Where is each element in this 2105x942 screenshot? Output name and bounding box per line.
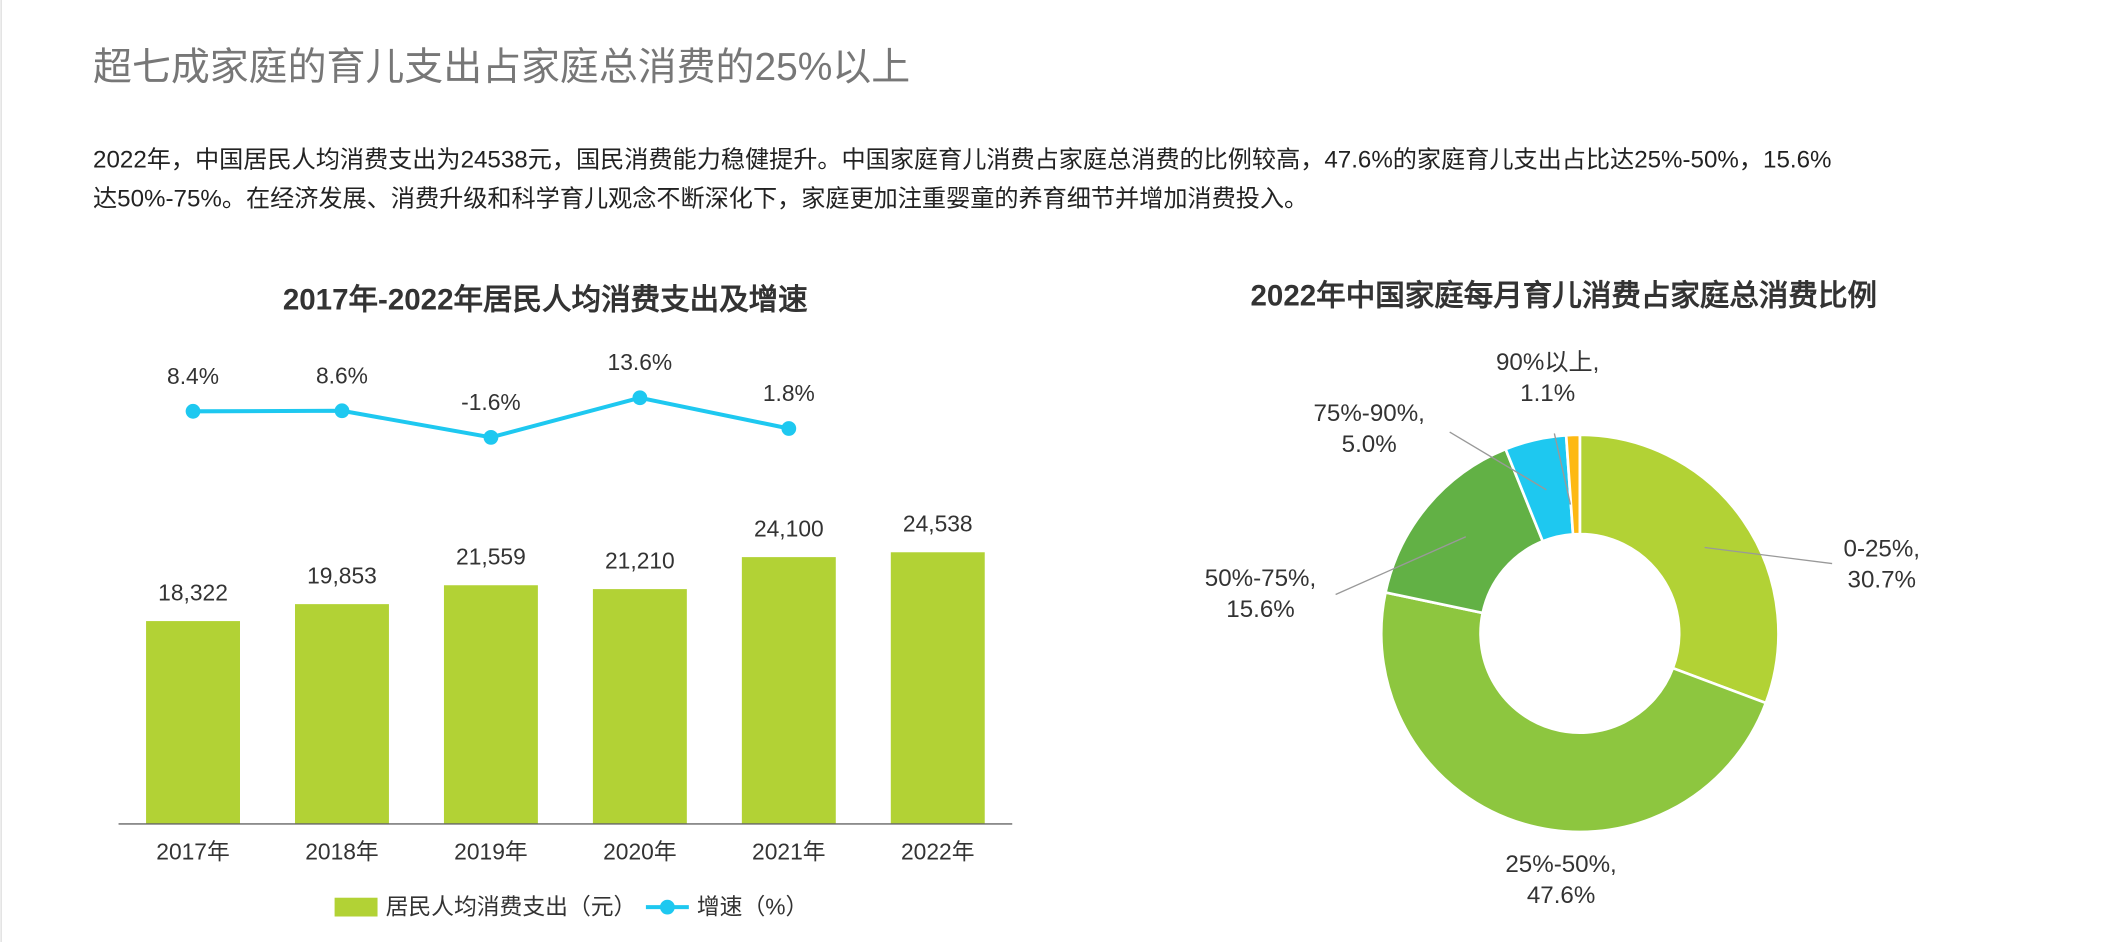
slice-value: 30.7% (1848, 566, 1916, 593)
body-text: 达50%-75%。在经济发展、消费升级和科学育儿观念不断深化下，家庭更加注重婴童… (93, 185, 1308, 212)
slice-label: 25%-50%, (1505, 851, 1616, 878)
bar (592, 589, 687, 824)
slice-value: 1.1% (1520, 380, 1575, 407)
bar (146, 621, 240, 824)
legend-label: 增速（%） (697, 893, 808, 919)
bar-label: 24,100 (754, 515, 824, 541)
legend-swatch (660, 899, 675, 915)
bar-label: 19,853 (307, 562, 377, 588)
x-tick-label: 2021年 (752, 838, 826, 864)
bar (741, 557, 836, 824)
page-title: 超七成家庭的育儿支出占家庭总消费的25%以上 (93, 46, 910, 89)
leader-line (1335, 536, 1467, 596)
bar-label: 18,322 (158, 579, 228, 605)
slice-label: 90%以上, (1496, 349, 1599, 376)
legend-swatch (334, 897, 378, 917)
slice-label: 0-25%, (1844, 536, 1921, 563)
line-point (781, 421, 797, 436)
x-tick-label: 2017年 (156, 838, 230, 864)
line-label: 8.4% (167, 363, 219, 389)
bar (295, 604, 389, 824)
x-tick-label: 2022年 (901, 838, 975, 864)
x-tick-label: 2018年 (305, 838, 379, 864)
x-tick-label: 2019年 (454, 838, 528, 864)
line-point (185, 403, 201, 419)
chart-title: 2022年中国家庭每月育儿消费占家庭总消费比例 (1251, 279, 1877, 313)
leader-line (1553, 433, 1572, 505)
donut-slice (1383, 447, 1545, 615)
slice-value: 15.6% (1226, 596, 1294, 623)
leader-line (1704, 546, 1833, 565)
line-point (334, 403, 350, 419)
line-label: 13.6% (608, 349, 673, 375)
body-text: 2022年，中国居民人均消费支出为24538元，国民消费能力稳健提升。中国家庭育… (93, 146, 1831, 173)
slice-value: 47.6% (1527, 882, 1595, 909)
slice-label: 50%-75%, (1205, 565, 1316, 592)
line-label: 8.6% (316, 362, 368, 388)
line-label: 1.8% (763, 380, 815, 406)
donut-slice (1578, 433, 1780, 705)
donut-slice (1564, 433, 1582, 536)
bar-label: 21,559 (456, 543, 526, 569)
line-point (632, 390, 648, 406)
slice-value: 5.0% (1342, 431, 1397, 458)
line-label: -1.6% (461, 389, 521, 415)
x-tick-label: 2020年 (603, 838, 677, 864)
line-point (483, 429, 499, 445)
bar-label: 21,210 (605, 547, 675, 573)
bar (443, 585, 538, 824)
leader-line (1449, 431, 1547, 491)
legend-label: 居民人均消费支出（元） (386, 893, 637, 919)
slice-label: 75%-90%, (1313, 400, 1424, 427)
chart-title: 2017年-2022年居民人均消费支出及增速 (283, 284, 808, 317)
bar-label: 24,538 (903, 510, 973, 536)
bar (890, 552, 985, 824)
donut-slice (1379, 590, 1768, 834)
